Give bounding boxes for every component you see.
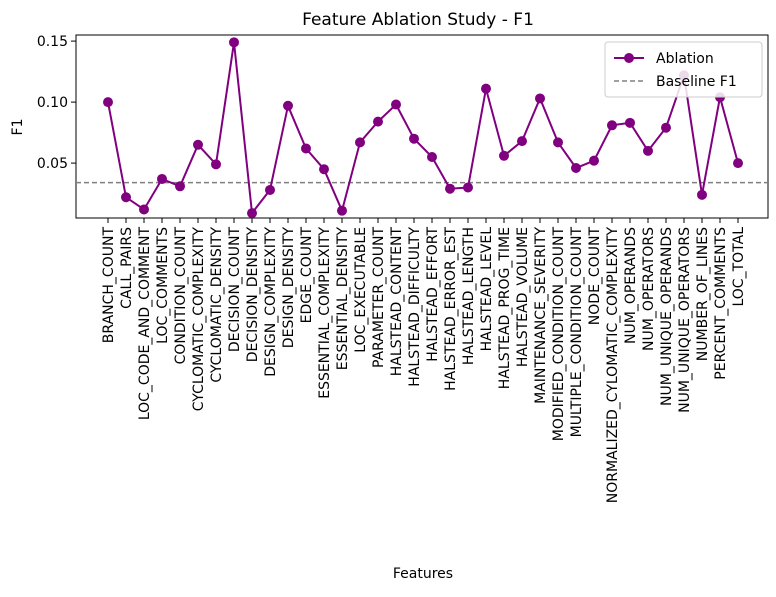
y-axis-title: F1 bbox=[10, 119, 26, 136]
x-tick-label: NUM_OPERANDS bbox=[623, 227, 639, 344]
data-point bbox=[157, 173, 167, 184]
data-point bbox=[589, 155, 599, 166]
plot-frame bbox=[75, 34, 769, 219]
x-tick-label: LOC_TOTAL bbox=[731, 227, 747, 307]
data-point bbox=[337, 205, 347, 216]
x-tick-label: CONDITION_COUNT bbox=[173, 227, 189, 365]
x-tick-label: HALSTEAD_LEVEL bbox=[479, 227, 495, 352]
data-point bbox=[283, 100, 293, 111]
x-tick-label: HALSTEAD_LENGTH bbox=[461, 227, 477, 365]
x-tick-label: NORMALIZED_CYLOMATIC_COMPLEXITY bbox=[605, 227, 621, 504]
x-tick-label: HALSTEAD_ERROR_EST bbox=[443, 227, 459, 391]
x-tick-label: DECISION_DENSITY bbox=[245, 227, 261, 363]
x-tick-label: PERCENT_COMMENTS bbox=[713, 227, 729, 380]
x-tick-label: MULTIPLE_CONDITION_COUNT bbox=[569, 227, 585, 438]
x-tick-label: PARAMETER_COUNT bbox=[371, 227, 387, 368]
legend-box bbox=[604, 41, 763, 98]
x-tick-label: LOC_EXECUTABLE bbox=[353, 227, 369, 353]
data-point bbox=[139, 204, 149, 215]
x-tick-label: CYCLOMATIC_DENSITY bbox=[209, 227, 225, 383]
y-tick-label: 0.05 bbox=[37, 156, 68, 172]
data-point bbox=[175, 181, 185, 192]
data-point bbox=[427, 152, 437, 162]
data-point bbox=[373, 116, 383, 127]
data-point bbox=[193, 139, 203, 150]
x-tick-label: NUM_OPERATORS bbox=[641, 227, 657, 351]
x-tick-label: HALSTEAD_EFFORT bbox=[425, 227, 441, 362]
x-tick-label: HALSTEAD_DIFFICULTY bbox=[407, 227, 423, 387]
legend: Ablation Baseline F1 bbox=[604, 41, 763, 98]
data-point bbox=[607, 120, 617, 131]
data-point bbox=[553, 137, 563, 148]
x-axis: BRANCH_COUNT CALL_PAIRS LOC_CODE_AND_COMME… bbox=[101, 218, 747, 503]
x-tick-label: LOC_CODE_AND_COMMENT bbox=[137, 227, 153, 421]
x-tick-label: NUM_UNIQUE_OPERATORS bbox=[677, 227, 693, 413]
data-point bbox=[445, 183, 455, 194]
data-point bbox=[211, 159, 221, 170]
x-tick-label: HALSTEAD_VOLUME bbox=[515, 227, 531, 367]
data-point bbox=[121, 192, 131, 203]
x-axis-title: Features bbox=[393, 566, 453, 582]
x-tick-label: DESIGN_DENSITY bbox=[281, 227, 297, 349]
data-point bbox=[643, 145, 653, 156]
data-point bbox=[319, 164, 329, 175]
data-point bbox=[229, 37, 239, 48]
data-point bbox=[661, 122, 671, 133]
x-tick-label: HALSTEAD_PROG_TIME bbox=[497, 227, 513, 389]
x-tick-label: DESIGN_COMPLEXITY bbox=[263, 227, 279, 377]
x-tick-label: BRANCH_COUNT bbox=[101, 227, 117, 344]
data-point bbox=[355, 137, 365, 148]
x-tick-label: EDGE_COUNT bbox=[299, 227, 315, 324]
legend-marker-ablation bbox=[624, 53, 634, 63]
data-point bbox=[733, 158, 743, 169]
series-points bbox=[103, 37, 743, 219]
data-point bbox=[697, 189, 707, 200]
x-tick-label: NODE_COUNT bbox=[587, 227, 603, 326]
x-tick-label: CYCLOMATIC_COMPLEXITY bbox=[191, 227, 207, 412]
data-point bbox=[625, 117, 635, 128]
data-point bbox=[391, 99, 401, 110]
legend-label-ablation: Ablation bbox=[656, 51, 714, 67]
data-point bbox=[301, 143, 311, 154]
data-point bbox=[481, 83, 491, 94]
data-point bbox=[499, 150, 509, 161]
data-point bbox=[103, 97, 113, 108]
data-point bbox=[517, 136, 527, 147]
x-tick-label: LOC_COMMENTS bbox=[155, 227, 171, 344]
y-tick-label: 0.15 bbox=[37, 34, 68, 50]
x-tick-label: HALSTEAD_CONTENT bbox=[389, 227, 405, 377]
legend-label-baseline: Baseline F1 bbox=[656, 74, 737, 90]
x-tick-label: CALL_PAIRS bbox=[119, 227, 135, 309]
data-point bbox=[535, 93, 545, 104]
x-tick-label: DECISION_COUNT bbox=[227, 227, 243, 353]
x-tick-label: MODIFIED_CONDITION_COUNT bbox=[551, 227, 567, 442]
x-tick-label: ESSENTIAL_DENSITY bbox=[335, 227, 351, 371]
data-point bbox=[265, 184, 275, 195]
x-tick-label: NUM_UNIQUE_OPERANDS bbox=[659, 227, 675, 406]
chart-title: Feature Ablation Study - F1 bbox=[302, 10, 534, 30]
x-tick-label: MAINTENANCE_SEVERITY bbox=[533, 227, 549, 404]
data-point bbox=[247, 208, 257, 219]
data-point bbox=[571, 162, 581, 173]
data-point bbox=[409, 133, 419, 144]
x-tick-label: ESSENTIAL_COMPLEXITY bbox=[317, 227, 333, 399]
y-axis: 0.05 0.10 0.15 bbox=[37, 34, 76, 172]
data-point bbox=[463, 182, 473, 193]
y-tick-label: 0.10 bbox=[37, 95, 68, 111]
x-tick-label: NUMBER_OF_LINES bbox=[695, 227, 711, 361]
